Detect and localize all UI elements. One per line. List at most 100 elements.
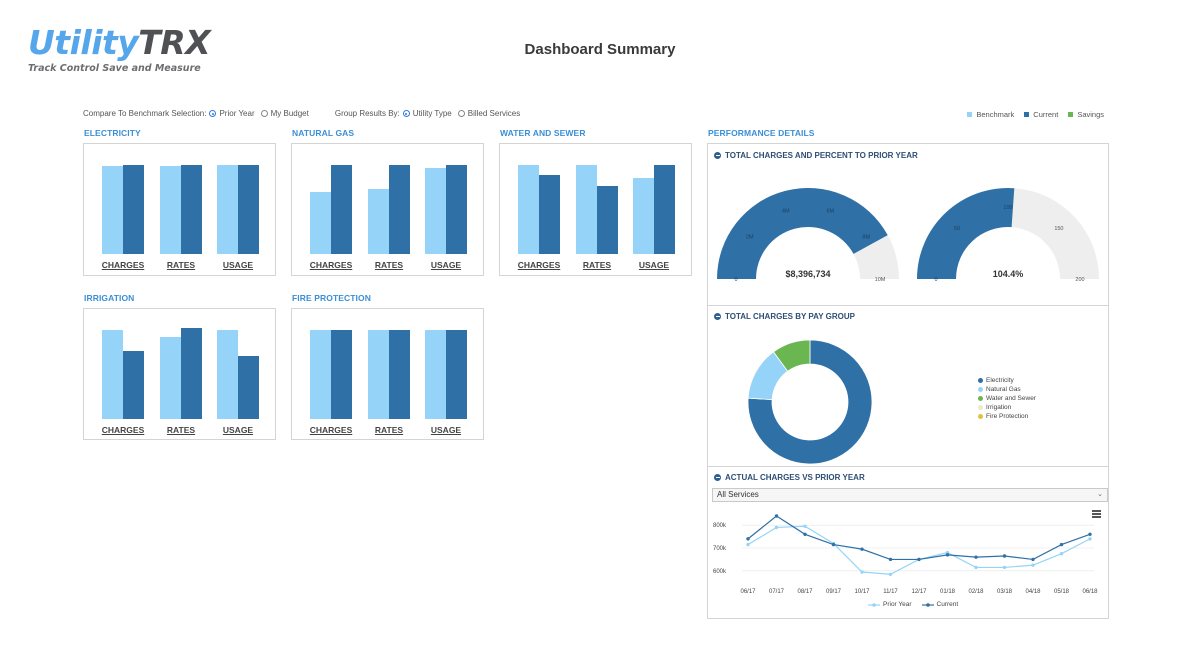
data-point[interactable] [1059,552,1064,556]
data-point[interactable] [774,514,779,518]
link-charges[interactable]: CHARGES [101,425,145,435]
link-rates[interactable]: RATES [166,260,196,270]
current-bar[interactable] [181,328,202,419]
current-bar[interactable] [446,165,467,254]
benchmark-bar[interactable] [102,330,123,419]
data-point[interactable] [803,532,807,536]
data-point[interactable] [1031,557,1035,562]
current-bar[interactable] [181,165,202,254]
data-point[interactable] [888,557,893,562]
link-charges[interactable]: CHARGES [101,260,145,270]
radio-my-budget[interactable]: My Budget [260,109,309,118]
data-point[interactable] [974,565,978,570]
legend-swatch [1024,112,1030,117]
data-point[interactable] [746,537,750,541]
data-point[interactable] [974,555,978,559]
data-point[interactable] [860,570,864,574]
current-bar[interactable] [238,165,259,254]
data-point[interactable] [860,547,864,551]
link-usage[interactable]: USAGE [430,425,462,435]
current-bar[interactable] [331,165,352,254]
pay-group-header[interactable]: TOTAL CHARGES BY PAY GROUP [714,312,855,321]
radio-dot[interactable] [260,110,268,117]
benchmark-bar[interactable] [217,330,238,419]
data-point[interactable] [1002,565,1007,570]
link-usage[interactable]: USAGE [638,260,670,270]
radio-billed-services[interactable]: Billed Services [457,109,521,118]
collapse-icon[interactable] [714,474,721,481]
benchmark-bar[interactable] [576,165,597,254]
data-point[interactable] [831,542,836,547]
current-bar[interactable] [331,330,352,419]
gauge2-fill [917,188,1015,279]
benchmark-bar[interactable] [368,189,389,254]
benchmark-bar[interactable] [217,165,238,254]
radio-dot[interactable] [457,110,465,117]
benchmark-bar[interactable] [160,166,181,254]
data-point[interactable] [1088,532,1092,536]
benchmark-bar[interactable] [368,330,389,419]
data-point[interactable] [1059,542,1064,547]
pie-legend-item[interactable]: Irrigation [978,403,1036,412]
group-label: Group Results By: [334,109,400,118]
link-usage[interactable]: USAGE [222,260,254,270]
benchmark-bar[interactable] [518,165,539,254]
current-bar[interactable] [123,351,144,419]
link-charges[interactable]: CHARGES [517,260,561,270]
radio-prior-year[interactable]: Prior Year [209,109,255,118]
current-bar[interactable] [389,165,410,254]
link-rates[interactable]: RATES [166,425,196,435]
data-point[interactable] [746,542,750,547]
pie-legend-item[interactable]: Electricity [978,376,1036,385]
data-point[interactable] [888,572,893,576]
collapse-icon[interactable] [714,313,721,320]
link-usage[interactable]: USAGE [430,260,462,270]
current-bar[interactable] [389,330,410,419]
radio-dot[interactable] [402,110,410,117]
benchmark-bar[interactable] [102,166,123,254]
data-point[interactable] [1002,554,1007,558]
services-select[interactable]: All Services ⌄ [712,488,1108,502]
benchmark-bar[interactable] [425,330,446,419]
donut-slice[interactable] [772,339,811,372]
data-point[interactable] [774,525,779,530]
current-bar[interactable] [446,330,467,419]
pie-legend-item[interactable]: Water and Sewer [978,394,1036,403]
current-bar[interactable] [123,165,144,254]
link-charges[interactable]: CHARGES [309,260,353,270]
radio-dot[interactable] [209,110,217,117]
data-point[interactable] [803,524,807,528]
link-rates[interactable]: RATES [374,425,404,435]
link-usage[interactable]: USAGE [222,425,254,435]
section-title-performance: PERFORMANCE DETAILS [708,128,815,138]
link-rates[interactable]: RATES [374,260,404,270]
line-legend-item[interactable]: Current [921,601,958,608]
radio-label: Billed Services [467,109,521,118]
pie-legend-item[interactable]: Fire Protection [978,412,1036,421]
pie-legend-item[interactable]: Natural Gas [978,385,1036,394]
data-point[interactable] [1088,537,1092,541]
collapse-icon[interactable] [714,152,721,159]
current-bar[interactable] [539,175,560,254]
legend-dot [978,414,983,419]
link-rates[interactable]: RATES [582,260,612,270]
benchmark-bar[interactable] [425,168,446,254]
benchmark-bar[interactable] [310,192,331,254]
link-charges[interactable]: CHARGES [309,425,353,435]
benchmark-bar[interactable] [160,337,181,419]
current-bar[interactable] [654,165,675,254]
total-charges-header[interactable]: TOTAL CHARGES AND PERCENT TO PRIOR YEAR [714,151,918,160]
benchmark-bar[interactable] [633,178,654,254]
actual-vs-prior-header[interactable]: ACTUAL CHARGES VS PRIOR YEAR [714,473,865,482]
line-legend-item[interactable]: Prior Year [868,601,912,608]
data-point[interactable] [1031,563,1035,567]
x-tick-label: 09/17 [826,589,842,595]
data-point[interactable] [917,557,921,562]
data-point[interactable] [945,553,950,557]
donut-slice[interactable] [747,339,873,465]
benchmark-bar[interactable] [310,330,331,419]
current-bar[interactable] [597,186,618,254]
radio-utility-type[interactable]: Utility Type [402,109,452,118]
hamburger-menu-icon[interactable] [1092,510,1101,518]
current-bar[interactable] [238,356,259,419]
